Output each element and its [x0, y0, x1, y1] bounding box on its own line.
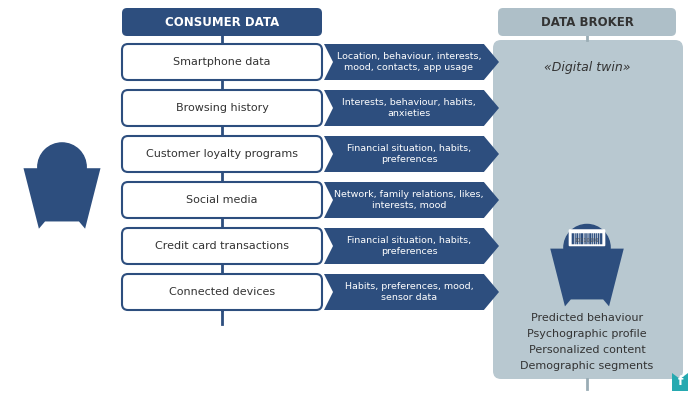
FancyBboxPatch shape	[579, 233, 580, 244]
Text: Interests, behaviour, habits,
anxieties: Interests, behaviour, habits, anxieties	[342, 98, 476, 118]
FancyBboxPatch shape	[576, 260, 597, 272]
FancyBboxPatch shape	[575, 233, 576, 244]
Polygon shape	[324, 274, 499, 310]
Text: Location, behaviour, interests,
mood, contacts, app usage: Location, behaviour, interests, mood, co…	[337, 52, 481, 72]
Text: f: f	[677, 375, 683, 388]
FancyBboxPatch shape	[122, 228, 322, 264]
FancyBboxPatch shape	[594, 233, 596, 244]
FancyBboxPatch shape	[493, 40, 683, 379]
FancyBboxPatch shape	[122, 182, 322, 218]
FancyBboxPatch shape	[569, 229, 606, 246]
Polygon shape	[324, 136, 499, 172]
FancyBboxPatch shape	[576, 233, 578, 244]
Text: Personalized content: Personalized content	[529, 345, 645, 355]
Text: Credit card transactions: Credit card transactions	[155, 241, 289, 251]
FancyBboxPatch shape	[122, 8, 322, 36]
Circle shape	[564, 224, 610, 271]
Text: Demographic segments: Demographic segments	[521, 361, 654, 371]
Text: DATA BROKER: DATA BROKER	[541, 15, 633, 29]
FancyBboxPatch shape	[122, 90, 322, 126]
Text: Predicted behaviour: Predicted behaviour	[531, 313, 643, 323]
FancyBboxPatch shape	[596, 233, 597, 244]
Text: Habits, preferences, mood,
sensor data: Habits, preferences, mood, sensor data	[345, 282, 473, 302]
FancyBboxPatch shape	[600, 233, 602, 244]
Text: Connected devices: Connected devices	[169, 287, 275, 297]
Circle shape	[38, 143, 86, 191]
Text: 10110101: 10110101	[574, 237, 599, 243]
FancyBboxPatch shape	[592, 233, 593, 244]
FancyBboxPatch shape	[122, 274, 322, 310]
Text: Smartphone data: Smartphone data	[173, 57, 271, 67]
Text: Browsing history: Browsing history	[175, 103, 269, 113]
Polygon shape	[324, 90, 499, 126]
FancyBboxPatch shape	[51, 180, 73, 193]
Polygon shape	[324, 228, 499, 264]
FancyBboxPatch shape	[587, 233, 589, 244]
FancyBboxPatch shape	[598, 233, 599, 244]
FancyBboxPatch shape	[571, 233, 574, 244]
FancyBboxPatch shape	[498, 8, 676, 36]
Text: Customer loyalty programs: Customer loyalty programs	[146, 149, 298, 159]
FancyBboxPatch shape	[122, 44, 322, 80]
Polygon shape	[324, 182, 499, 218]
Text: Psychographic profile: Psychographic profile	[527, 329, 647, 339]
Text: Financial situation, habits,
preferences: Financial situation, habits, preferences	[347, 144, 471, 164]
FancyBboxPatch shape	[585, 233, 587, 244]
FancyBboxPatch shape	[590, 233, 592, 244]
FancyBboxPatch shape	[584, 233, 585, 244]
Text: «Digital twin»: «Digital twin»	[544, 62, 631, 75]
Polygon shape	[24, 168, 100, 229]
Polygon shape	[672, 373, 688, 391]
Text: Financial situation, habits,
preferences: Financial situation, habits, preferences	[347, 236, 471, 256]
Polygon shape	[551, 249, 624, 306]
Text: CONSUMER DATA: CONSUMER DATA	[165, 15, 279, 29]
FancyBboxPatch shape	[580, 233, 583, 244]
Text: Social media: Social media	[187, 195, 258, 205]
Polygon shape	[324, 44, 499, 80]
Text: Network, family relations, likes,
interests, mood: Network, family relations, likes, intere…	[334, 190, 484, 210]
FancyBboxPatch shape	[122, 136, 322, 172]
